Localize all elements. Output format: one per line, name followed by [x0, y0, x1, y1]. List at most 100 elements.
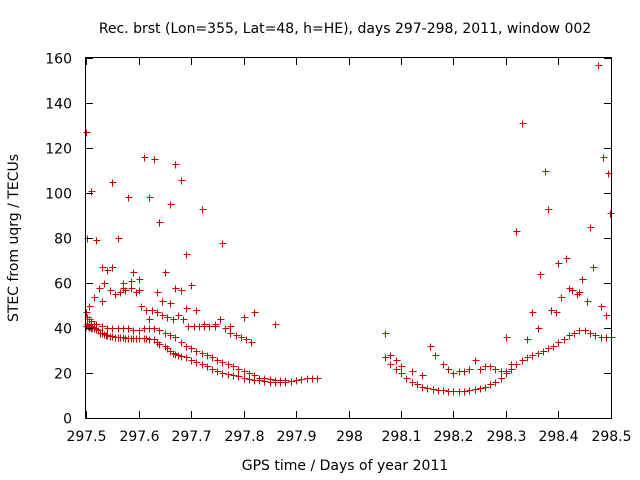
data-point [466, 366, 474, 374]
data-point [529, 309, 537, 317]
y-tick-label: 100 [45, 187, 72, 203]
data-point [136, 327, 144, 335]
data-point [535, 325, 543, 333]
data-point [225, 371, 233, 379]
data-point [241, 314, 249, 322]
data-point [214, 357, 222, 365]
data-point [151, 325, 159, 333]
data-point [293, 377, 301, 385]
data-point [561, 336, 569, 344]
data-point [288, 378, 296, 386]
data-point [472, 386, 480, 394]
data-point [440, 387, 448, 395]
data-point [167, 300, 175, 308]
x-tick-label: 298.5 [591, 429, 631, 445]
data-point [162, 269, 170, 277]
data-point [427, 343, 435, 351]
data-point [519, 120, 527, 128]
data-point [555, 339, 563, 347]
data-point [154, 309, 162, 317]
data-point [130, 269, 138, 277]
data-point [83, 309, 91, 317]
data-point [545, 345, 553, 353]
data-point [524, 336, 532, 344]
x-tick-label: 298.2 [433, 429, 473, 445]
data-point [146, 194, 154, 202]
data-point [172, 285, 180, 293]
data-point [445, 366, 453, 374]
data-point [576, 289, 584, 297]
x-tick-label: 298 [336, 429, 363, 445]
data-point [128, 278, 136, 286]
data-point [587, 224, 595, 232]
data-point [219, 370, 227, 378]
data-point [112, 291, 120, 299]
data-point [540, 348, 548, 356]
y-tick-label: 20 [54, 367, 72, 383]
x-tick-label: 298.4 [538, 429, 578, 445]
data-point [188, 282, 196, 290]
data-point [146, 316, 154, 324]
data-point [566, 285, 574, 293]
data-point [167, 201, 175, 209]
data-point [151, 156, 159, 164]
x-tick-label: 297.7 [171, 429, 211, 445]
data-point [424, 385, 432, 393]
data-point [209, 354, 217, 362]
data-point [93, 321, 101, 329]
data-point [156, 327, 164, 335]
data-point [154, 289, 162, 297]
x-tick-label: 298.3 [486, 429, 526, 445]
data-point [419, 384, 427, 392]
data-point [241, 368, 249, 376]
data-point [477, 385, 485, 393]
data-point [167, 332, 175, 340]
data-point [199, 361, 207, 369]
data-point [466, 387, 474, 395]
data-point [545, 206, 553, 214]
x-tick-label: 297.9 [276, 429, 316, 445]
data-point [513, 228, 521, 236]
data-point [219, 240, 227, 248]
data-point [120, 280, 128, 288]
data-point [164, 314, 172, 322]
data-point [508, 361, 516, 369]
data-point [529, 352, 537, 360]
y-tick-label: 40 [54, 322, 72, 338]
data-point [193, 348, 201, 356]
data-point [548, 307, 556, 315]
data-point [487, 381, 495, 389]
data-point [185, 323, 193, 331]
data-point [83, 129, 91, 137]
data-point [159, 298, 167, 306]
data-point [503, 368, 511, 376]
data-point [180, 316, 188, 324]
data-point [125, 325, 133, 333]
data-point [432, 352, 440, 360]
data-point [298, 376, 306, 384]
data-point [600, 154, 608, 162]
y-tick-label: 80 [54, 232, 72, 248]
data-point [393, 357, 401, 365]
data-point [450, 370, 458, 378]
data-point [524, 354, 532, 362]
data-point [96, 285, 104, 293]
chart-title: Rec. brst (Lon=355, Lat=48, h=HE), days … [99, 21, 591, 37]
data-point [393, 366, 401, 374]
data-point [246, 370, 254, 378]
x-tick-label: 297.8 [224, 429, 264, 445]
x-tick-label: 297.6 [119, 429, 159, 445]
data-point [188, 345, 196, 353]
data-point [251, 372, 259, 380]
data-point [125, 194, 133, 202]
data-point [136, 287, 144, 295]
data-point [472, 357, 480, 365]
data-point [86, 303, 94, 311]
data-point [233, 332, 241, 340]
data-point [141, 154, 149, 162]
data-point [535, 350, 543, 358]
data-point [175, 312, 183, 320]
x-axis-label: GPS time / Days of year 2011 [242, 458, 449, 474]
data-point [178, 287, 186, 295]
y-tick-label: 0 [63, 412, 72, 428]
